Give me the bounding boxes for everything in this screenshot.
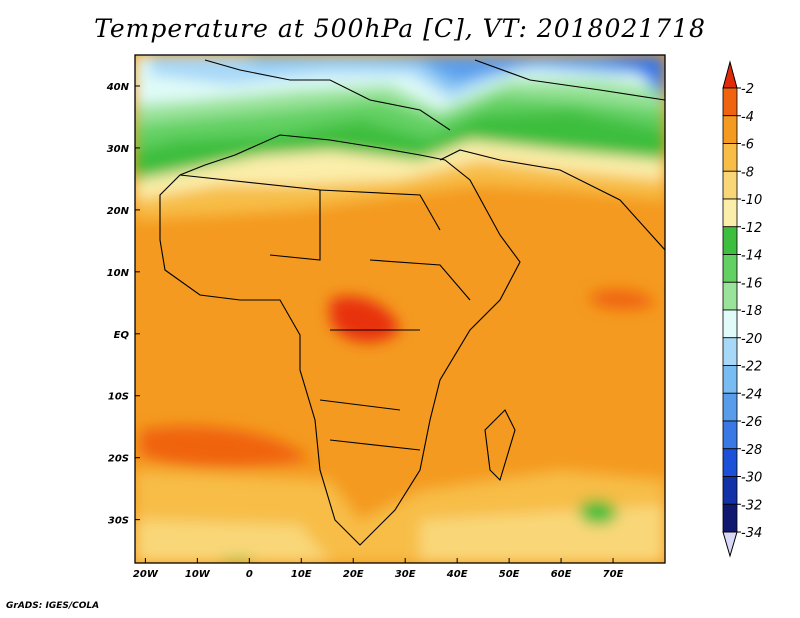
temperature-field	[135, 55, 665, 563]
colorbar-swatch	[722, 392, 738, 422]
lon-tick-label: 50E	[499, 569, 520, 580]
colorbar-label: -24	[741, 387, 762, 402]
lon-tick-label: 10E	[291, 569, 312, 580]
colorbar-label: -16	[741, 276, 762, 291]
colorbar-swatch	[722, 143, 738, 172]
colorbar-label: -26	[741, 415, 762, 430]
credit-text: GrADS: IGES/COLA	[6, 601, 100, 611]
lon-tick-label: 10W	[185, 569, 211, 580]
colorbar-swatch	[722, 87, 738, 117]
lon-tick-label: 30E	[395, 569, 416, 580]
colorbar-swatch	[722, 476, 738, 505]
lon-tick-label: 70E	[603, 569, 624, 580]
lat-tick-label: 20N	[107, 206, 130, 217]
colorbar: -2 -4 -6 -8 -10 -12 -14 -16 -18 -20 -22 -24 -26 -28 -3…	[722, 60, 762, 558]
longitude-axis: 20W 10W 0 10E 20E 30E 40E 50E 60E 70E	[133, 558, 624, 580]
colorbar-top-arrow	[722, 60, 738, 89]
colorbar-bottom-arrow	[722, 531, 738, 558]
colorbar-label: -2	[741, 82, 754, 97]
colorbar-label: -8	[741, 165, 754, 180]
colorbar-swatch	[722, 115, 738, 144]
colorbar-label: -18	[741, 304, 762, 319]
lon-tick-label: 40E	[446, 569, 468, 580]
colorbar-swatch	[722, 309, 738, 339]
colorbar-label: -20	[741, 332, 762, 347]
colorbar-label: -10	[741, 193, 762, 208]
colorbar-swatch	[722, 281, 738, 311]
latitude-axis: 40N 30N 20N 10N EQ 10S 20S 30S	[106, 82, 140, 527]
colorbar-swatch	[722, 226, 738, 255]
colorbar-label: -34	[741, 526, 762, 541]
coastlines	[159, 59, 665, 546]
colorbar-label: -22	[741, 360, 762, 375]
lon-tick-label: 20E	[343, 569, 364, 580]
lat-tick-label: 30S	[108, 516, 129, 527]
colorbar-swatch	[722, 170, 738, 200]
colorbar-swatch	[722, 448, 738, 477]
lon-tick-label: 0	[246, 569, 253, 580]
lat-tick-label: 40N	[106, 82, 130, 93]
lat-tick-label: 10N	[107, 268, 130, 279]
colorbar-label: -32	[741, 498, 762, 513]
map-title: Temperature at 500hPa [C], VT: 201802171…	[94, 14, 706, 43]
colorbar-swatch	[722, 503, 738, 533]
colorbar-label: -30	[741, 471, 762, 486]
lat-tick-label: 10S	[108, 392, 129, 403]
colorbar-swatch	[722, 198, 738, 228]
colorbar-swatch	[722, 337, 738, 366]
lon-tick-label: 20W	[133, 569, 159, 580]
colorbar-label: -12	[741, 221, 762, 236]
lat-tick-label: 20S	[108, 454, 129, 465]
colorbar-label: -6	[741, 138, 754, 153]
lon-tick-label: 60E	[551, 569, 572, 580]
colorbar-label: -28	[741, 443, 762, 458]
colorbar-label: -4	[741, 110, 754, 125]
colorbar-swatch	[722, 254, 738, 283]
colorbar-swatch	[722, 365, 738, 394]
lat-tick-label: 30N	[107, 144, 130, 155]
colorbar-swatch	[722, 420, 738, 450]
lat-tick-label: EQ	[114, 330, 130, 341]
colorbar-label: -14	[741, 249, 762, 264]
